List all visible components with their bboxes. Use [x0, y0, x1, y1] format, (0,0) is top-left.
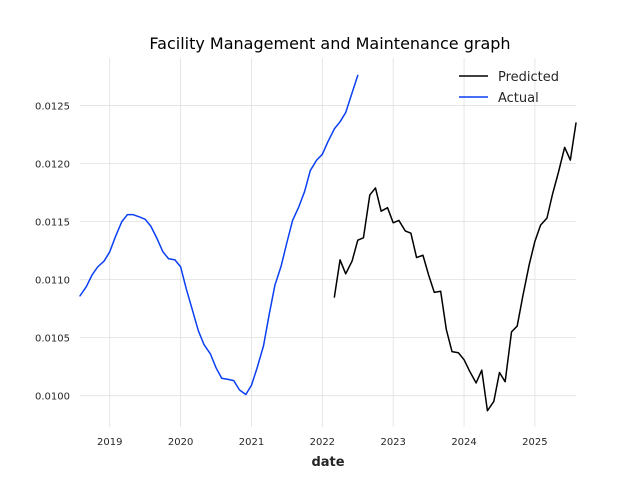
y-tick-label: 0.0110: [35, 276, 70, 287]
x-tick-label: 2019: [97, 437, 122, 448]
x-tick-label: 2021: [239, 437, 264, 448]
y-tick-label: 0.0120: [35, 160, 70, 171]
series-layer: [79, 74, 577, 412]
legend-label-actual: Actual: [498, 91, 539, 106]
y-tick-label: 0.0125: [35, 102, 70, 113]
x-tick-label: 2024: [451, 437, 476, 448]
y-tick-label: 0.0115: [35, 218, 70, 229]
x-tick-label: 2023: [380, 437, 405, 448]
legend: Predicted Actual: [459, 70, 559, 106]
x-tick-label: 2022: [310, 437, 335, 448]
grid: [80, 58, 576, 427]
y-tick-label: 0.0105: [35, 334, 70, 345]
x-tick-labels: 2019 2020 2021 2022 2023 2024 2025: [97, 437, 548, 448]
y-tick-labels: 0.0100 0.0105 0.0110 0.0115 0.0120 0.0125: [35, 102, 70, 403]
y-tick-label: 0.0100: [35, 392, 70, 403]
series-line-predicted: [333, 122, 577, 412]
series-line-actual: [79, 74, 359, 396]
chart-title: Facility Management and Maintenance grap…: [149, 34, 510, 53]
x-axis-label: date: [311, 455, 344, 470]
x-tick-label: 2025: [522, 437, 547, 448]
x-tick-label: 2020: [168, 437, 193, 448]
legend-label-predicted: Predicted: [498, 70, 559, 85]
